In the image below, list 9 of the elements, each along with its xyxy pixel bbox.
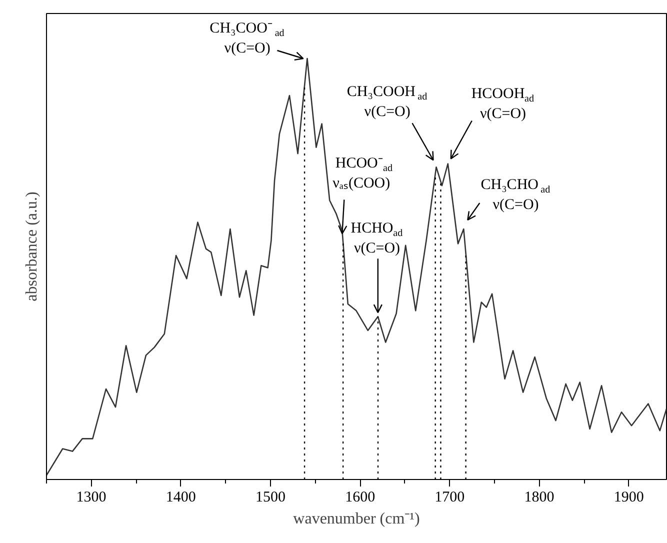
x-tick-label: 1400 [166,490,196,506]
x-tick-label: 1600 [345,490,376,506]
x-tick-label: 1500 [255,490,286,506]
x-axis-title: wavenumber (cm⁻¹) [293,510,420,528]
x-tick-label: 1700 [434,490,465,506]
y-axis-title: absorbance (a.u.) [24,192,40,302]
x-tick-label: 1800 [524,490,554,506]
x-tick-label: 1900 [614,490,644,506]
x-tick-label: 1300 [76,490,106,506]
